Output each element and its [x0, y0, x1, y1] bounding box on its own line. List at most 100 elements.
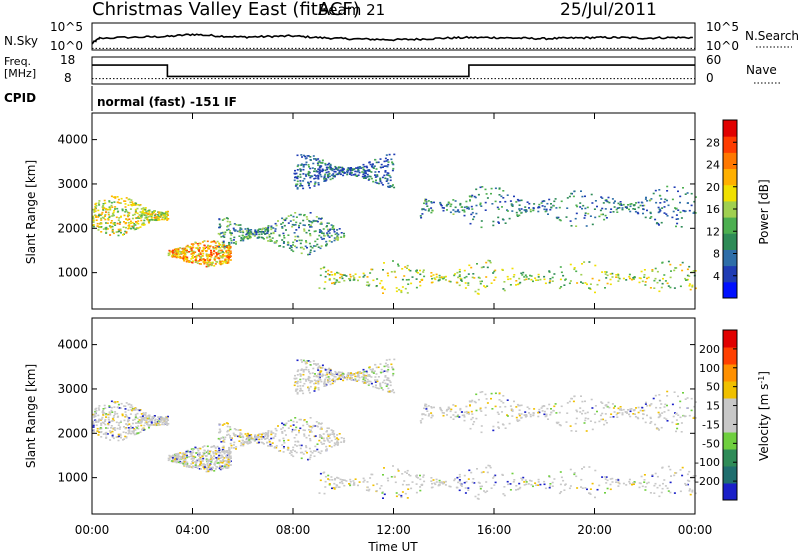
velocity-point: [111, 430, 114, 433]
velocity-point: [485, 398, 488, 400]
power-point: [123, 200, 126, 202]
power-point: [98, 204, 101, 206]
power-point: [174, 253, 177, 256]
power-point: [242, 238, 245, 241]
power-point: [372, 279, 375, 282]
power-point: [167, 252, 170, 255]
power-point: [117, 198, 120, 201]
power-point: [299, 180, 302, 182]
velocity-point: [294, 429, 297, 431]
velocity-point: [221, 450, 224, 453]
velocity-point: [458, 489, 461, 492]
velocity-point: [442, 414, 445, 417]
power-point: [159, 212, 162, 214]
power-point: [439, 201, 442, 204]
power-point: [196, 243, 199, 245]
velocity-point: [543, 405, 546, 407]
velocity-point: [102, 433, 105, 435]
velocity-point: [657, 427, 660, 430]
power-point: [102, 228, 105, 230]
velocity-point: [445, 410, 448, 412]
velocity-point: [319, 479, 322, 482]
power-point: [584, 212, 587, 214]
velocity-point: [324, 369, 327, 371]
power-point: [140, 216, 143, 219]
velocity-point: [374, 364, 377, 366]
velocity-point: [217, 437, 220, 440]
power-point: [229, 230, 231, 232]
power-point: [328, 240, 331, 242]
velocity-point: [297, 369, 300, 371]
velocity-point: [227, 454, 230, 457]
power-point: [133, 223, 136, 225]
velocity-point: [282, 423, 285, 426]
power-point: [168, 249, 171, 252]
velocity-point: [295, 377, 298, 380]
power-point: [129, 201, 132, 204]
power-colorbar-swatch: [723, 249, 737, 267]
power-point: [356, 175, 358, 177]
power-point: [190, 247, 193, 250]
power-point: [415, 271, 418, 273]
velocity-point: [636, 416, 639, 419]
power-point: [162, 214, 165, 217]
power-point: [198, 250, 201, 252]
velocity-point: [624, 411, 627, 414]
power-point: [422, 208, 425, 210]
velocity-point: [485, 481, 488, 483]
power-point: [303, 214, 306, 216]
velocity-point: [460, 484, 463, 486]
velocity-point: [258, 438, 261, 441]
power-point: [385, 160, 388, 162]
velocity-point: [302, 371, 305, 373]
velocity-point: [622, 482, 625, 485]
power-point: [218, 257, 221, 260]
power-point: [537, 206, 540, 209]
velocity-point: [392, 389, 394, 391]
power-point: [260, 233, 263, 235]
velocity-point: [144, 413, 147, 416]
velocity-point: [175, 453, 178, 456]
velocity-point: [617, 481, 620, 483]
power-point: [616, 207, 619, 209]
power-point: [285, 229, 287, 231]
power-point: [221, 255, 224, 257]
power-point: [527, 278, 530, 280]
velocity-point: [308, 376, 311, 379]
velocity-colorbar-swatch: [723, 381, 737, 399]
velocity-point: [353, 373, 356, 375]
power-point: [196, 247, 199, 250]
velocity-point: [509, 483, 512, 485]
velocity-point: [526, 406, 529, 408]
power-point: [182, 250, 185, 252]
velocity-point: [456, 476, 459, 479]
power-point: [125, 218, 128, 220]
velocity-point: [238, 435, 241, 438]
velocity-point: [212, 458, 215, 460]
velocity-point: [154, 424, 157, 426]
power-point: [679, 264, 682, 266]
power-point: [609, 273, 612, 275]
power-point: [454, 206, 457, 209]
power-point: [145, 211, 148, 213]
velocity-point: [348, 483, 350, 485]
power-point: [456, 271, 459, 274]
power-point: [101, 211, 104, 214]
velocity-point: [348, 372, 351, 375]
velocity-point: [660, 426, 663, 429]
velocity-point: [98, 428, 101, 430]
velocity-point: [633, 481, 636, 483]
power-point: [333, 227, 336, 230]
power-point: [191, 246, 194, 249]
velocity-point: [372, 385, 375, 388]
power-point: [217, 253, 220, 255]
power-point: [292, 244, 294, 246]
power-point: [408, 268, 410, 271]
velocity-point: [480, 410, 483, 412]
velocity-point: [287, 439, 290, 441]
velocity-point: [632, 409, 635, 411]
power-point: [233, 229, 236, 231]
power-point: [560, 271, 563, 274]
velocity-point: [100, 424, 103, 426]
